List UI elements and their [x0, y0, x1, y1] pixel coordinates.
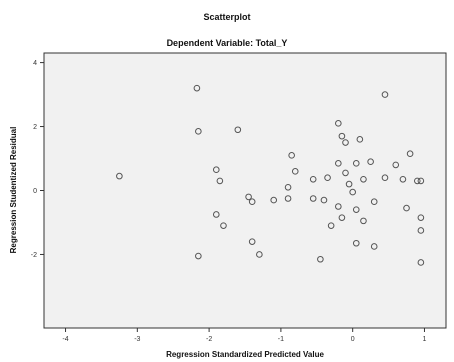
- scatter-point: [381, 91, 389, 98]
- scatter-point: [195, 252, 202, 260]
- scatter-point: [399, 176, 407, 183]
- x-tick-label: 0: [351, 336, 355, 343]
- x-tick-label: 1: [423, 336, 427, 343]
- scatter-point: [356, 136, 364, 143]
- scatter-point: [406, 150, 414, 158]
- chart-title: Scatterplot: [203, 12, 250, 22]
- scatter-point: [352, 239, 360, 247]
- scatter-point: [234, 126, 242, 134]
- scatter-point: [370, 198, 378, 205]
- y-tick-label: 2: [33, 124, 37, 131]
- scatter-point: [345, 180, 353, 188]
- scatter-point: [327, 222, 335, 229]
- scatter-point: [417, 177, 425, 185]
- scatter-point: [309, 176, 317, 183]
- scatter-point: [335, 160, 342, 167]
- scatter-point: [324, 174, 331, 182]
- scatter-point: [342, 139, 349, 146]
- scatter-point: [245, 193, 252, 201]
- scatter-point: [360, 217, 367, 225]
- scatter-point: [367, 158, 374, 166]
- scatter-point: [212, 166, 220, 174]
- scatter-point: [338, 214, 346, 221]
- scatter-point: [309, 195, 317, 202]
- scatter-point: [342, 169, 349, 177]
- y-tick-label: -2: [31, 252, 37, 259]
- scatter-point: [195, 128, 202, 135]
- scatter-point: [248, 238, 256, 245]
- y-tick-label: 4: [33, 60, 37, 67]
- scatter-point: [381, 174, 389, 182]
- data-points: [116, 84, 425, 266]
- scatter-point: [291, 168, 299, 175]
- chart-subtitle: Dependent Variable: Total_Y: [167, 38, 288, 48]
- scatter-point: [413, 177, 421, 185]
- scatter-point: [220, 222, 227, 229]
- scatter-point: [338, 132, 346, 140]
- scatter-point: [403, 204, 410, 212]
- scatter-point: [335, 120, 342, 127]
- y-tick-label: 0: [33, 188, 37, 195]
- scatter-point: [320, 196, 328, 204]
- scatter-point: [370, 243, 378, 250]
- x-axis-label: Regression Standardized Predicted Value: [166, 350, 324, 359]
- y-axis-ticks: -2 0 2 4: [31, 60, 44, 259]
- x-tick-label: -4: [62, 336, 68, 343]
- scatter-point: [335, 203, 342, 210]
- scatter-point: [317, 255, 324, 263]
- scatter-point: [193, 84, 201, 92]
- scatter-point: [212, 211, 220, 218]
- scatter-point: [256, 251, 263, 258]
- scatter-point: [352, 206, 360, 213]
- x-tick-label: -1: [278, 336, 284, 343]
- scatter-point: [360, 176, 367, 183]
- scatter-point: [349, 188, 356, 196]
- scatter-point: [116, 172, 123, 180]
- scatter-point: [392, 161, 400, 169]
- scatter-point: [417, 259, 425, 266]
- scatter-point: [352, 160, 360, 167]
- scatter-point: [270, 196, 278, 204]
- x-tick-label: -2: [206, 336, 212, 343]
- scatter-point: [284, 184, 292, 191]
- scatter-point: [288, 152, 295, 159]
- x-axis-ticks: -4 -3 -2 -1 0 1: [62, 328, 427, 343]
- y-axis-label: Regression Studentized Residual: [9, 127, 18, 254]
- scatter-point: [284, 195, 292, 202]
- scatter-point: [417, 214, 425, 221]
- x-tick-label: -3: [134, 336, 140, 343]
- plot-area: [43, 52, 447, 329]
- scatter-point: [248, 198, 256, 205]
- scatter-point: [417, 227, 425, 234]
- scatter-point: [216, 177, 224, 185]
